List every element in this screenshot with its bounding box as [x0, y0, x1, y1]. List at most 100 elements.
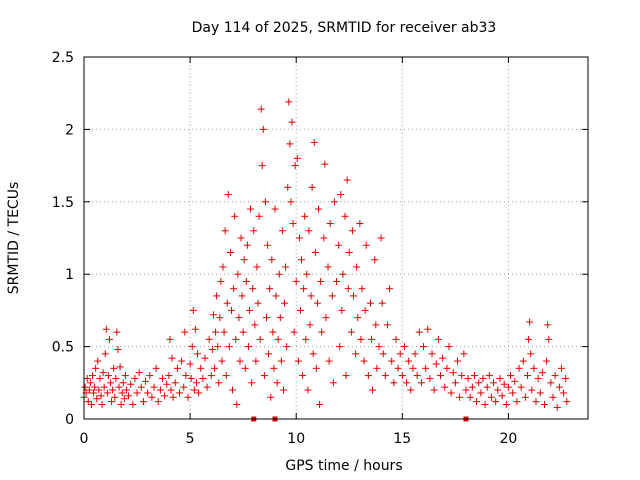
data-point [250, 227, 258, 235]
data-point [150, 383, 158, 391]
data-point [276, 314, 284, 322]
data-point [458, 372, 466, 380]
data-point [237, 234, 245, 242]
data-point [413, 372, 421, 380]
data-point [473, 398, 481, 406]
data-point [504, 383, 512, 391]
data-point [330, 198, 338, 206]
data-point [477, 389, 485, 397]
data-point [184, 393, 192, 401]
data-point [113, 328, 121, 336]
data-point [215, 379, 223, 387]
data-point [120, 395, 128, 403]
x-tick-label: 15 [393, 431, 411, 447]
data-point [285, 98, 293, 106]
data-point [275, 270, 283, 278]
data-point [108, 398, 116, 406]
data-point [519, 357, 527, 365]
data-point [543, 357, 551, 365]
data-point [127, 380, 135, 388]
data-point [439, 354, 447, 362]
data-point [118, 389, 126, 397]
data-point [171, 379, 179, 387]
data-point [521, 393, 529, 401]
data-point [534, 374, 542, 382]
data-point [335, 241, 343, 249]
data-point [428, 350, 436, 358]
data-point [362, 241, 370, 249]
data-point [110, 364, 118, 372]
data-point [239, 328, 247, 336]
data-point [557, 364, 565, 372]
data-point [530, 364, 538, 372]
data-point [197, 364, 205, 372]
data-point [485, 372, 493, 380]
data-point [131, 374, 139, 382]
data-point [394, 364, 402, 372]
data-point [191, 325, 199, 333]
data-point [225, 343, 233, 351]
data-point [515, 364, 523, 372]
data-point [562, 374, 570, 382]
data-point [538, 369, 546, 377]
data-point [379, 350, 387, 358]
data-point [339, 270, 347, 278]
data-point [86, 379, 94, 387]
data-point [154, 398, 162, 406]
data-point [246, 306, 254, 314]
data-point [375, 343, 383, 351]
data-point [307, 292, 315, 300]
data-point [121, 372, 129, 380]
y-tick-label: 1.5 [52, 195, 74, 211]
data-point [430, 386, 438, 394]
data-point [500, 380, 508, 388]
data-point [216, 314, 224, 322]
data-point [163, 380, 171, 388]
y-axis-label: SRMTID / TECUs [6, 182, 22, 295]
data-point [135, 369, 143, 377]
data-point [422, 364, 430, 372]
data-point [249, 285, 257, 293]
data-point [293, 154, 301, 162]
data-point [91, 383, 99, 391]
data-point [129, 401, 137, 409]
data-point [348, 227, 356, 235]
data-point [354, 314, 362, 322]
data-point [460, 350, 468, 358]
data-point [169, 393, 177, 401]
data-point [490, 379, 498, 387]
data-point [555, 383, 563, 391]
data-point [224, 191, 232, 199]
data-point [386, 285, 394, 293]
data-point [260, 372, 268, 380]
y-tick-label: 2.5 [52, 50, 74, 66]
data-point [125, 392, 133, 400]
data-point [324, 263, 332, 271]
data-point [235, 314, 243, 322]
data-point [321, 160, 329, 168]
plot-frame [83, 56, 589, 420]
data-point [322, 314, 330, 322]
data-point [398, 372, 406, 380]
data-point [511, 377, 519, 385]
data-point [292, 277, 300, 285]
data-point [366, 299, 374, 307]
data-point [230, 285, 238, 293]
data-point [159, 374, 167, 382]
data-point [142, 377, 150, 385]
data-point [116, 363, 124, 371]
data-point [524, 372, 532, 380]
x-tick-label: 5 [186, 431, 195, 447]
x-tick-label: 0 [80, 431, 89, 447]
data-point [409, 364, 417, 372]
data-point [536, 389, 544, 397]
y-tick-label: 1 [65, 267, 74, 283]
data-point [146, 372, 154, 380]
data-point [238, 292, 246, 300]
data-point [338, 306, 346, 314]
data-point [372, 321, 380, 329]
data-point [298, 256, 306, 264]
data-point [152, 364, 160, 372]
data-point [451, 379, 459, 387]
